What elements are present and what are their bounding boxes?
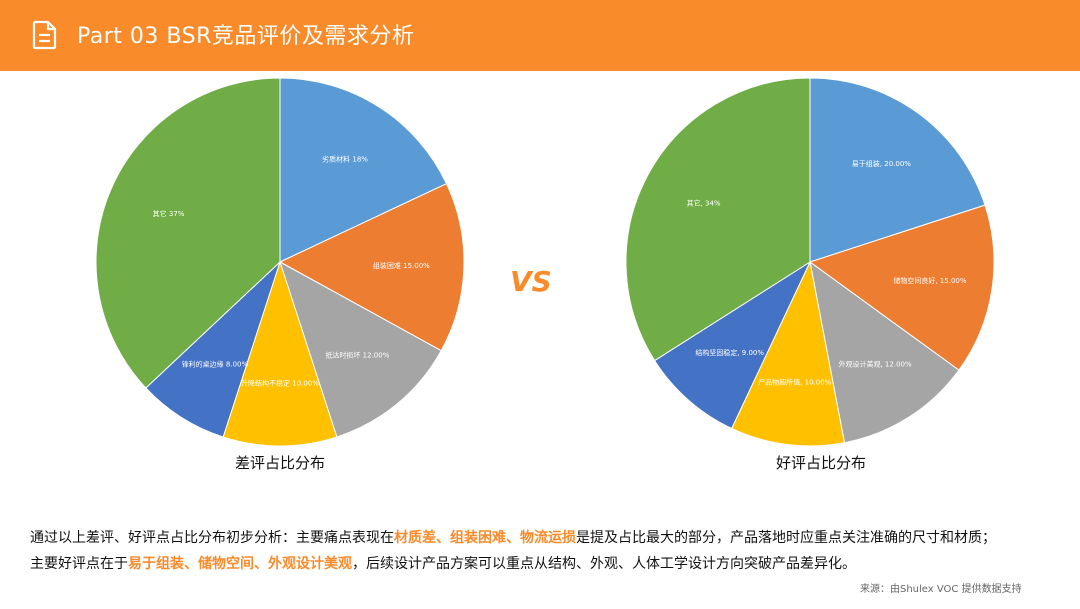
- negative-slice-label-2: 组装困难 15.00%: [373, 261, 430, 270]
- negative-pie-slice-6: [95, 77, 281, 389]
- pie-charts: 劣质材料 18% 组装困难 15.00% 抵达时损坏 12.00% 升降结构不稳定 1…: [95, 77, 995, 447]
- positive-slice-label-6: 其它, 34%: [687, 198, 721, 207]
- positive-slice-label-3: 外观设计美观, 12.00%: [838, 360, 911, 369]
- negative-pie-slice-4: [222, 260, 338, 447]
- negative-pie-slice-2: [278, 182, 465, 352]
- positive-pie-slice-5: [653, 260, 812, 430]
- positive-pie-slice-1: [809, 77, 986, 263]
- negative-pie-slice-1: [279, 77, 448, 263]
- positive-pie-slice-6: [625, 77, 811, 362]
- negative-pie-slice-3: [279, 260, 442, 438]
- negative-slice-label-1: 劣质材料 18%: [322, 154, 368, 163]
- source-note: 来源：由Shulex VOC 提供数据支持: [860, 584, 1022, 595]
- positive-slice-label-1: 易于组装, 20.00%: [852, 159, 911, 168]
- negative-slice-label-4: 升降结构不稳定 10.00%: [241, 378, 319, 387]
- vs-label: VS: [510, 265, 552, 298]
- negative-slice-label-3: 抵达时损坏 12.00%: [325, 351, 389, 360]
- summary-highlight: 易于组装、储物空间、外观设计美观: [128, 556, 352, 572]
- summary-line-1: 通过以上差评、好评点占比分布初步分析：主要痛点表现在材质差、组装困难、物流运损是…: [30, 525, 1060, 551]
- positive-pie-slice-4: [730, 260, 846, 447]
- page-title: Part 03 BSR竞品评价及需求分析: [77, 24, 415, 49]
- summary-text: ，后续设计产品方案可以重点从结构、外观、人体工学设计方向突破产品差异化。: [352, 556, 856, 572]
- summary-text: 是提及占比最大的部分，产品落地时应重点关注准确的尺寸和材质；: [576, 530, 996, 546]
- negative-slice-label-6: 其它 37%: [153, 209, 185, 218]
- chart-caption-negative: 差评占比分布: [234, 454, 326, 472]
- document-icon: [32, 20, 57, 50]
- summary-text: 主要好评点在于: [30, 556, 128, 572]
- positive-pie-slice-2: [808, 204, 995, 371]
- negative-pie-slice-5: [145, 261, 281, 438]
- summary-highlight: 材质差、组装困难、物流运损: [394, 530, 576, 546]
- positive-slice-label-2: 储物空间良好, 15.00%: [893, 276, 966, 285]
- summary-line-2: 主要好评点在于易于组装、储物空间、外观设计美观，后续设计产品方案可以重点从结构、…: [30, 551, 1060, 577]
- positive-pie-slice-3: [809, 260, 960, 444]
- positive-slice-label-4: 产品物超所值, 10.00%: [758, 377, 831, 386]
- analysis-summary: 通过以上差评、好评点占比分布初步分析：主要痛点表现在材质差、组装困难、物流运损是…: [30, 525, 1060, 577]
- summary-text: 通过以上差评、好评点占比分布初步分析：主要痛点表现在: [30, 530, 394, 546]
- negative-slice-label-5: 锋利的桌边缘 8.00%: [182, 360, 249, 369]
- chart-caption-positive: 好评占比分布: [775, 454, 867, 472]
- positive-slice-label-5: 结构坚固稳定, 9.00%: [695, 348, 764, 357]
- header-bar: Part 03 BSR竞品评价及需求分析: [0, 0, 1080, 71]
